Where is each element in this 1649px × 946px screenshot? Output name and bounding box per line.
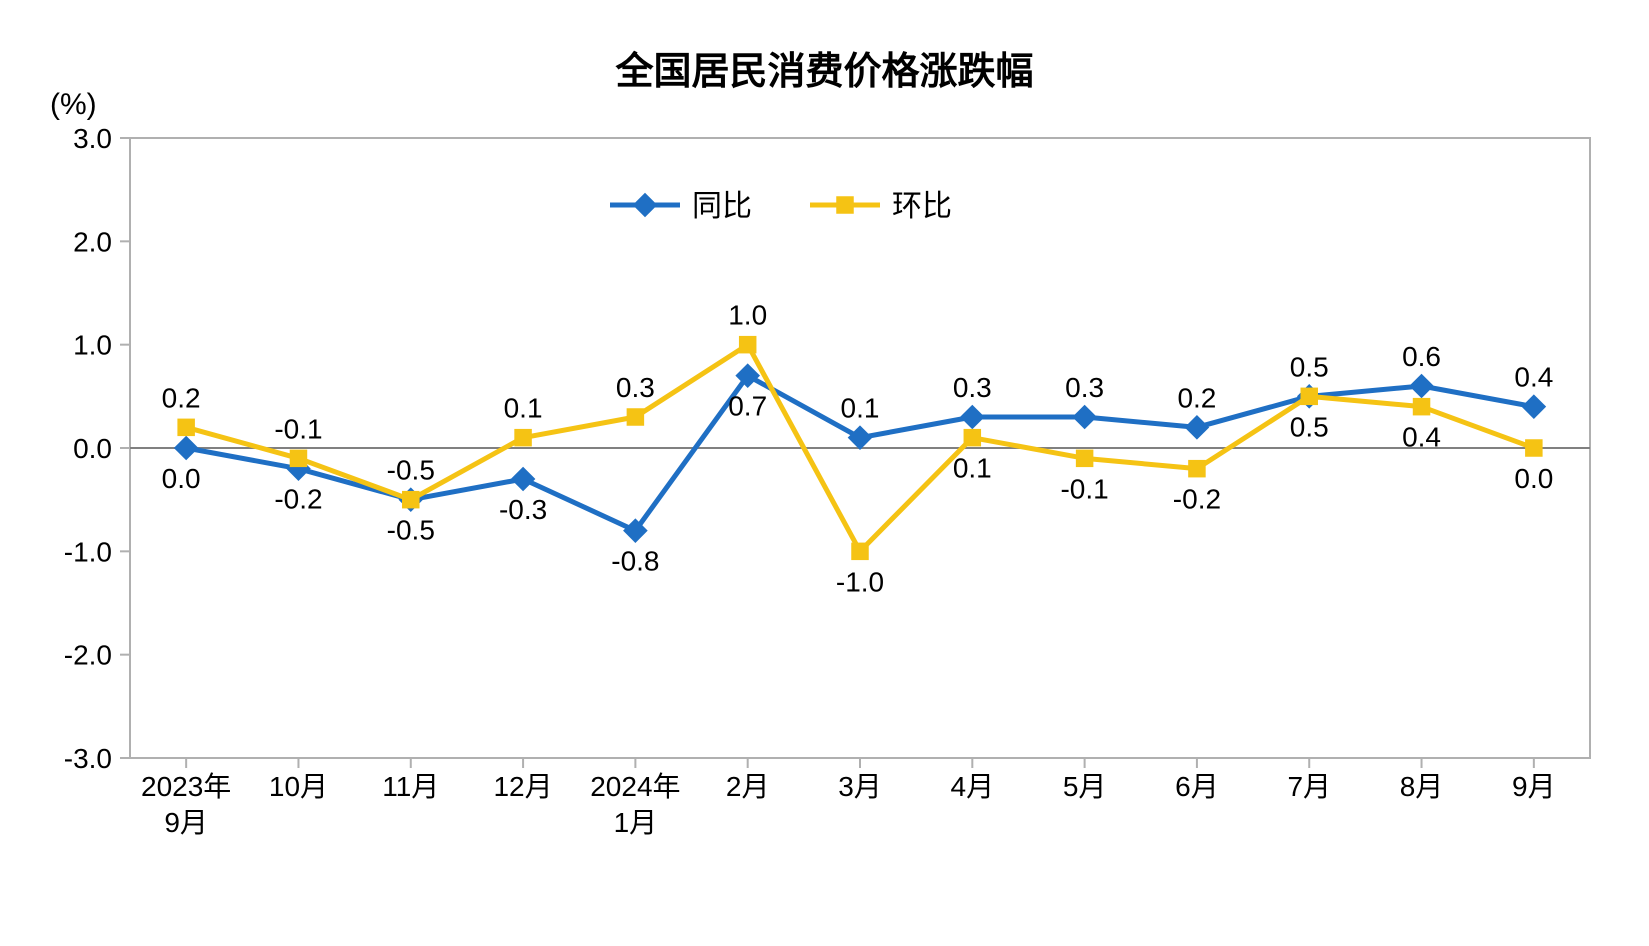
data-label: 0.2 <box>1177 382 1216 413</box>
chart-container: 全国居民消费价格涨跌幅 (%) -3.0-2.0-1.00.01.02.03.0… <box>0 0 1649 946</box>
data-label: 0.1 <box>504 393 543 424</box>
data-label: -0.2 <box>274 484 322 515</box>
data-marker-square <box>627 408 645 426</box>
data-marker-diamond <box>960 405 985 430</box>
data-label: 0.6 <box>1402 341 1441 372</box>
data-marker-diamond <box>1185 415 1210 440</box>
data-marker-square <box>290 450 308 468</box>
chart-svg: -3.0 -2.0 -1.0 0.0 1.0 2.0 3.0 2023年 9月 10月 11月 12月… <box>0 0 1649 946</box>
x-axis-label: 11月 <box>382 771 439 802</box>
data-label: -0.2 <box>1173 484 1221 515</box>
x-axis-label: 2023年 <box>141 771 231 802</box>
x-axis-label: 9月 <box>164 807 208 838</box>
data-label: -0.1 <box>274 413 322 444</box>
data-label: 0.1 <box>841 393 880 424</box>
data-marker-square <box>1076 450 1094 468</box>
data-marker-diamond <box>511 467 536 492</box>
data-marker-square <box>851 543 869 561</box>
data-label: 0.2 <box>162 382 201 413</box>
data-marker-diamond <box>1409 374 1434 399</box>
y-tick-label: 0.0 <box>73 433 112 464</box>
data-marker-square <box>402 491 420 509</box>
y-tick-label: 1.0 <box>73 330 112 361</box>
data-marker-square <box>177 419 195 437</box>
x-axis-label: 2024年 <box>590 771 680 802</box>
x-axis-label: 6月 <box>1175 771 1219 802</box>
x-axis-label: 3月 <box>838 771 882 802</box>
data-marker-square <box>1300 388 1318 406</box>
x-axis-label: 12月 <box>493 771 552 802</box>
x-axis-label: 2月 <box>726 771 770 802</box>
x-axis-label: 1月 <box>614 807 658 838</box>
data-label: -0.5 <box>387 455 435 486</box>
data-label: 1.0 <box>728 300 767 331</box>
data-label: -0.5 <box>387 515 435 546</box>
x-axis-label: 8月 <box>1400 771 1444 802</box>
legend-label: 环比 <box>892 190 952 223</box>
data-label: 0.3 <box>953 372 992 403</box>
y-tick-label: -2.0 <box>64 640 112 671</box>
data-label: -0.3 <box>499 494 547 525</box>
y-tick-label: 3.0 <box>73 123 112 154</box>
data-marker-diamond <box>848 425 873 450</box>
x-axis-label: 5月 <box>1063 771 1107 802</box>
data-marker-diamond <box>1072 405 1097 430</box>
data-marker-diamond <box>174 436 199 461</box>
x-axis-label: 10月 <box>269 771 328 802</box>
data-label: 0.5 <box>1290 351 1329 382</box>
data-label: 0.3 <box>1065 372 1104 403</box>
data-label: 0.3 <box>616 372 655 403</box>
data-label: 0.5 <box>1290 411 1329 442</box>
data-label: 0.4 <box>1402 422 1441 453</box>
data-marker-square <box>1188 460 1206 478</box>
data-label: 0.7 <box>728 391 767 422</box>
y-tick-label: -3.0 <box>64 743 112 774</box>
data-label: -0.8 <box>611 546 659 577</box>
data-marker-square <box>1413 398 1431 416</box>
x-axis-label: 9月 <box>1512 771 1556 802</box>
legend-marker-diamond <box>633 193 658 218</box>
data-marker-square <box>1525 439 1543 457</box>
y-tick-label: 2.0 <box>73 226 112 257</box>
x-axis-label: 4月 <box>951 771 995 802</box>
data-label: 0.0 <box>162 463 201 494</box>
data-marker-square <box>514 429 532 447</box>
legend-marker-square <box>836 196 854 214</box>
data-marker-square <box>964 429 982 447</box>
y-tick-label: -1.0 <box>64 536 112 567</box>
data-label: -1.0 <box>836 566 884 597</box>
data-label: -0.1 <box>1060 473 1108 504</box>
data-marker-square <box>739 336 757 354</box>
data-label: 0.0 <box>1514 463 1553 494</box>
data-label: 0.4 <box>1514 362 1553 393</box>
legend-label: 同比 <box>692 190 752 223</box>
data-label: 0.1 <box>953 453 992 484</box>
x-axis-label: 7月 <box>1287 771 1331 802</box>
data-marker-diamond <box>1522 394 1547 419</box>
